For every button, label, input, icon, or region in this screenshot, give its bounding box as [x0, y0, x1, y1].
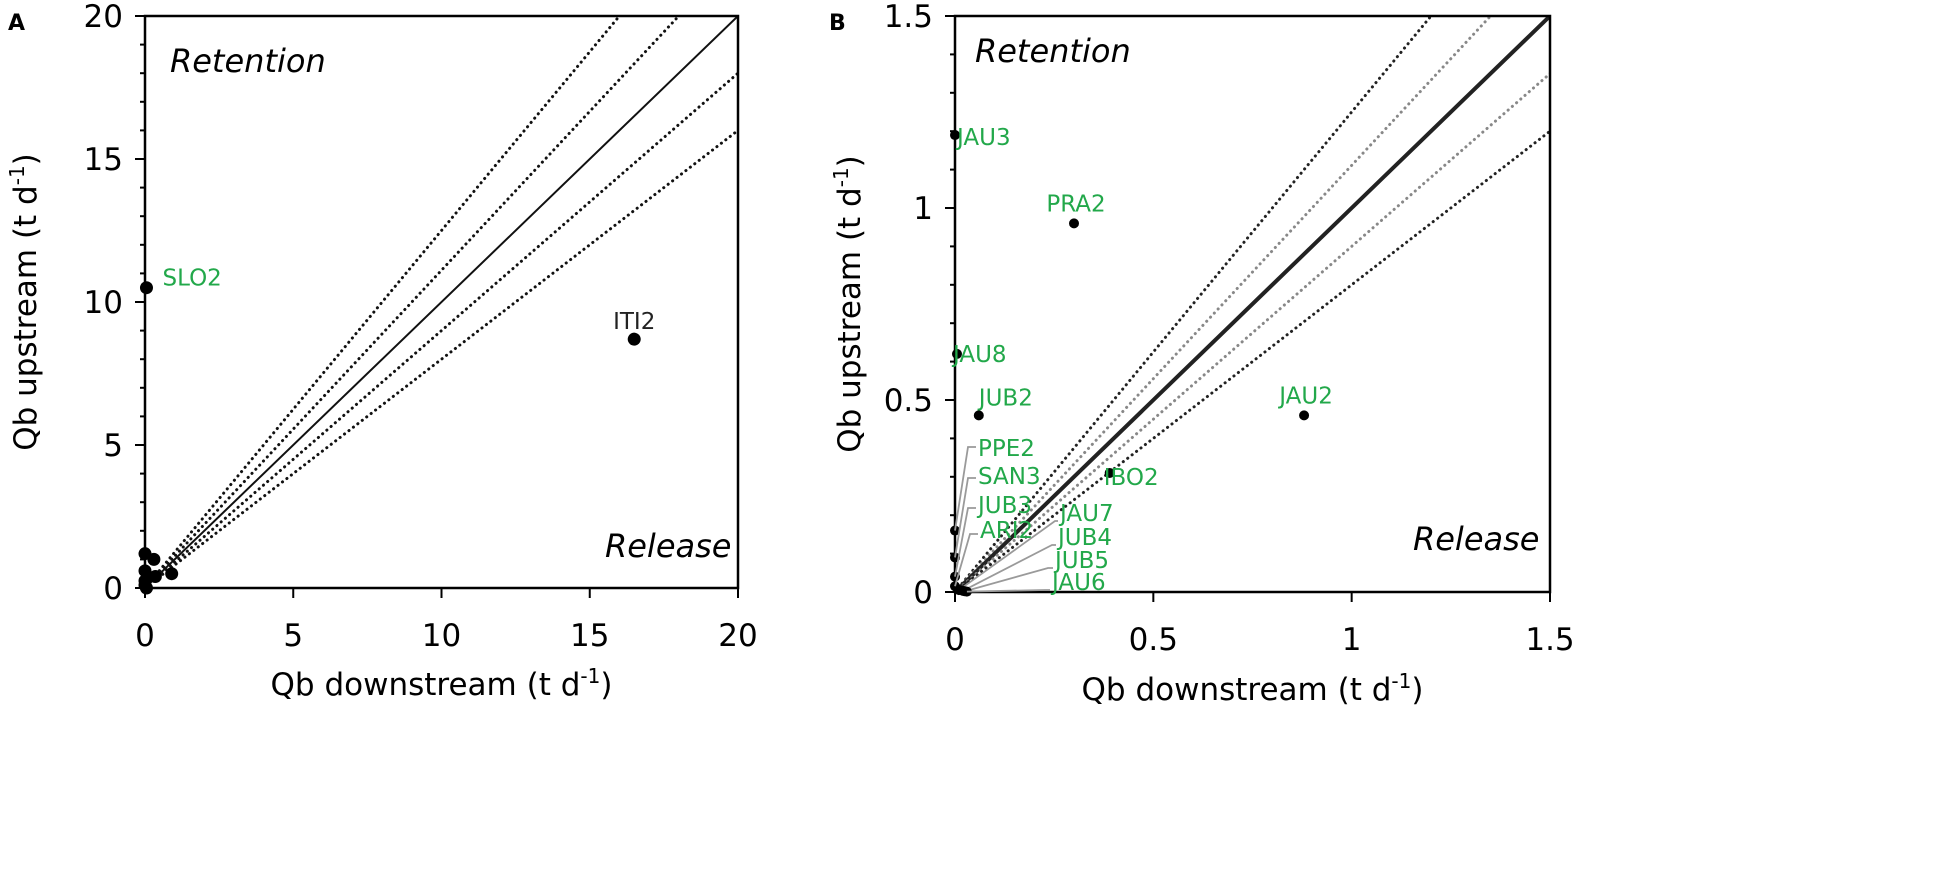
- reference-line-0: [145, 16, 622, 588]
- data-point-label: PRA2: [1046, 191, 1105, 217]
- data-point: [139, 281, 153, 295]
- reference-line-3: [145, 71, 738, 588]
- y-tick-label: 0: [103, 571, 123, 607]
- x-tick-label: 0.5: [1129, 622, 1178, 658]
- reference-line-4: [955, 129, 1550, 592]
- y-tick-label: 5: [103, 428, 123, 464]
- y-tick-label: 1.5: [884, 0, 933, 35]
- region-label-retention: Retention: [975, 32, 1131, 70]
- data-point-label: JUB3: [976, 493, 1032, 519]
- panel-b: B 0 0.5 1 1.5 0 0.5 1 1.5 Qb downstream (t d-1) Qb…: [829, 0, 1575, 708]
- x-tick-label: 0: [945, 622, 965, 658]
- y-axis-title: Qb upstream (t d-1): [5, 153, 44, 451]
- data-point: [973, 410, 984, 421]
- data-point-label: JAU2: [1277, 383, 1333, 409]
- data-point-label: IBO2: [1104, 465, 1159, 491]
- data-point-label: JAU8: [951, 342, 1007, 368]
- data-point: [1299, 410, 1310, 421]
- plot-frame: [953, 14, 1552, 594]
- reference-line-1: [145, 16, 681, 588]
- y-tick-label: 10: [84, 285, 123, 321]
- label-leader-line: [954, 477, 976, 558]
- label-leader-line: [964, 567, 1053, 593]
- x-tick-label: 15: [570, 618, 609, 654]
- data-point-label: PPE2: [978, 436, 1035, 462]
- one-to-one-line: [145, 16, 738, 588]
- region-label-retention: Retention: [170, 42, 326, 80]
- data-point: [1104, 467, 1115, 478]
- x-tick-label: 1.5: [1525, 622, 1574, 658]
- data-points: SLO2 ITI2: [138, 266, 655, 595]
- reference-lines: [145, 16, 738, 588]
- data-point-label: JUB5: [1053, 548, 1109, 574]
- one-to-one-line: [955, 16, 1550, 592]
- reference-line-3: [955, 71, 1550, 592]
- data-point-label: SAN3: [978, 464, 1041, 490]
- panel-letter: B: [829, 11, 846, 36]
- label-leader-line: [962, 544, 1056, 592]
- reference-line-0: [955, 16, 1433, 592]
- data-point: [139, 581, 153, 595]
- data-point-label: JAU3: [955, 125, 1011, 151]
- x-axis-title: Qb downstream (t d-1): [271, 664, 613, 703]
- data-point: [165, 567, 179, 581]
- x-tick-label: 5: [283, 618, 303, 654]
- y-tick-label: 20: [84, 0, 123, 35]
- panel-a: A 0 5 10 15 20 0 5 10 15 20 Qb downstream (t d-1) Qb…: [5, 0, 758, 703]
- label-leader-line: [954, 446, 976, 531]
- data-point-label: ITI2: [613, 309, 655, 335]
- reference-line-1: [955, 16, 1493, 592]
- data-point-label: JAU7: [1058, 501, 1114, 527]
- data-point: [1069, 218, 1079, 229]
- data-point-label: ARI2: [980, 518, 1033, 544]
- label-leader-line: [966, 589, 1050, 593]
- reference-lines: [955, 16, 1550, 592]
- data-point-label: JUB2: [977, 385, 1033, 411]
- x-tick-label: 10: [422, 618, 461, 654]
- data-point: [148, 570, 162, 584]
- y-tick-label: 0.5: [884, 383, 933, 419]
- data-point: [147, 552, 161, 566]
- x-tick-label: 20: [718, 618, 757, 654]
- data-point: [138, 564, 152, 578]
- data-point-label: JUB4: [1056, 525, 1112, 551]
- data-point: [950, 130, 960, 141]
- data-point: [627, 332, 641, 346]
- x-tick-label: 1: [1342, 622, 1362, 658]
- x-axis-title: Qb downstream (t d-1): [1082, 669, 1424, 708]
- x-tick-label: 0: [135, 618, 155, 654]
- region-label-release: Release: [605, 527, 731, 565]
- region-label-release: Release: [1413, 520, 1539, 558]
- reference-line-4: [145, 128, 738, 588]
- label-leader-line: [954, 533, 978, 587]
- y-tick-label: 15: [84, 142, 123, 178]
- label-leader-line: [958, 520, 1058, 591]
- data-point-label: SLO2: [162, 266, 221, 292]
- y-tick-label: 1: [913, 191, 933, 227]
- y-axis-title: Qb upstream (t d-1): [829, 155, 868, 453]
- data-point: [951, 348, 962, 359]
- data-point-label: JAU6: [1050, 570, 1106, 596]
- label-leader-line: [954, 507, 976, 577]
- panel-letter: A: [8, 11, 25, 36]
- y-tick-label: 0: [913, 575, 933, 611]
